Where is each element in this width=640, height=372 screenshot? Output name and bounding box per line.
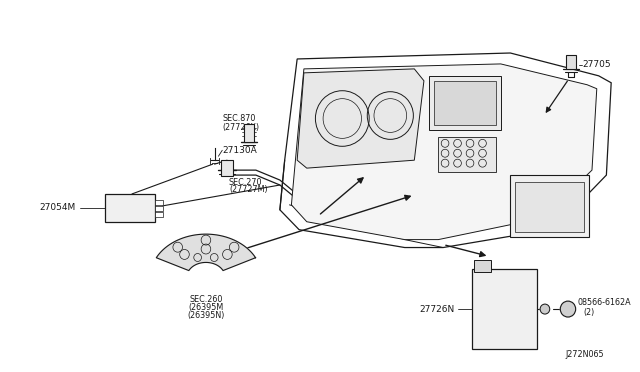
- FancyBboxPatch shape: [433, 81, 496, 125]
- FancyBboxPatch shape: [244, 125, 254, 142]
- Text: 27054M: 27054M: [40, 203, 76, 212]
- Text: 08566-6162A: 08566-6162A: [577, 298, 631, 307]
- Circle shape: [540, 304, 550, 314]
- FancyBboxPatch shape: [155, 212, 163, 217]
- FancyBboxPatch shape: [429, 76, 500, 131]
- FancyBboxPatch shape: [510, 175, 589, 237]
- Polygon shape: [156, 234, 255, 270]
- Text: (27726X): (27726X): [222, 123, 259, 132]
- FancyBboxPatch shape: [474, 260, 491, 272]
- Text: 27705: 27705: [582, 60, 611, 70]
- Text: SEC.270: SEC.270: [229, 177, 262, 186]
- Text: SEC.260: SEC.260: [189, 295, 223, 304]
- Polygon shape: [291, 64, 596, 240]
- Polygon shape: [280, 53, 611, 247]
- FancyBboxPatch shape: [566, 55, 575, 69]
- Polygon shape: [297, 69, 424, 168]
- FancyBboxPatch shape: [155, 206, 163, 211]
- FancyBboxPatch shape: [515, 182, 584, 232]
- FancyBboxPatch shape: [472, 269, 537, 349]
- Text: (27727M): (27727M): [229, 186, 268, 195]
- Text: (2): (2): [583, 308, 595, 317]
- FancyBboxPatch shape: [438, 137, 496, 172]
- Text: (26395N): (26395N): [188, 311, 225, 320]
- Circle shape: [560, 301, 575, 317]
- Text: SEC.870: SEC.870: [222, 114, 255, 123]
- Text: 27130A: 27130A: [222, 146, 257, 155]
- FancyBboxPatch shape: [221, 160, 233, 176]
- Text: 27726N: 27726N: [419, 305, 454, 314]
- Text: J272N065: J272N065: [566, 350, 604, 359]
- Text: (26395M: (26395M: [188, 302, 223, 312]
- FancyBboxPatch shape: [155, 200, 163, 205]
- FancyBboxPatch shape: [105, 194, 155, 222]
- Text: S: S: [566, 305, 570, 314]
